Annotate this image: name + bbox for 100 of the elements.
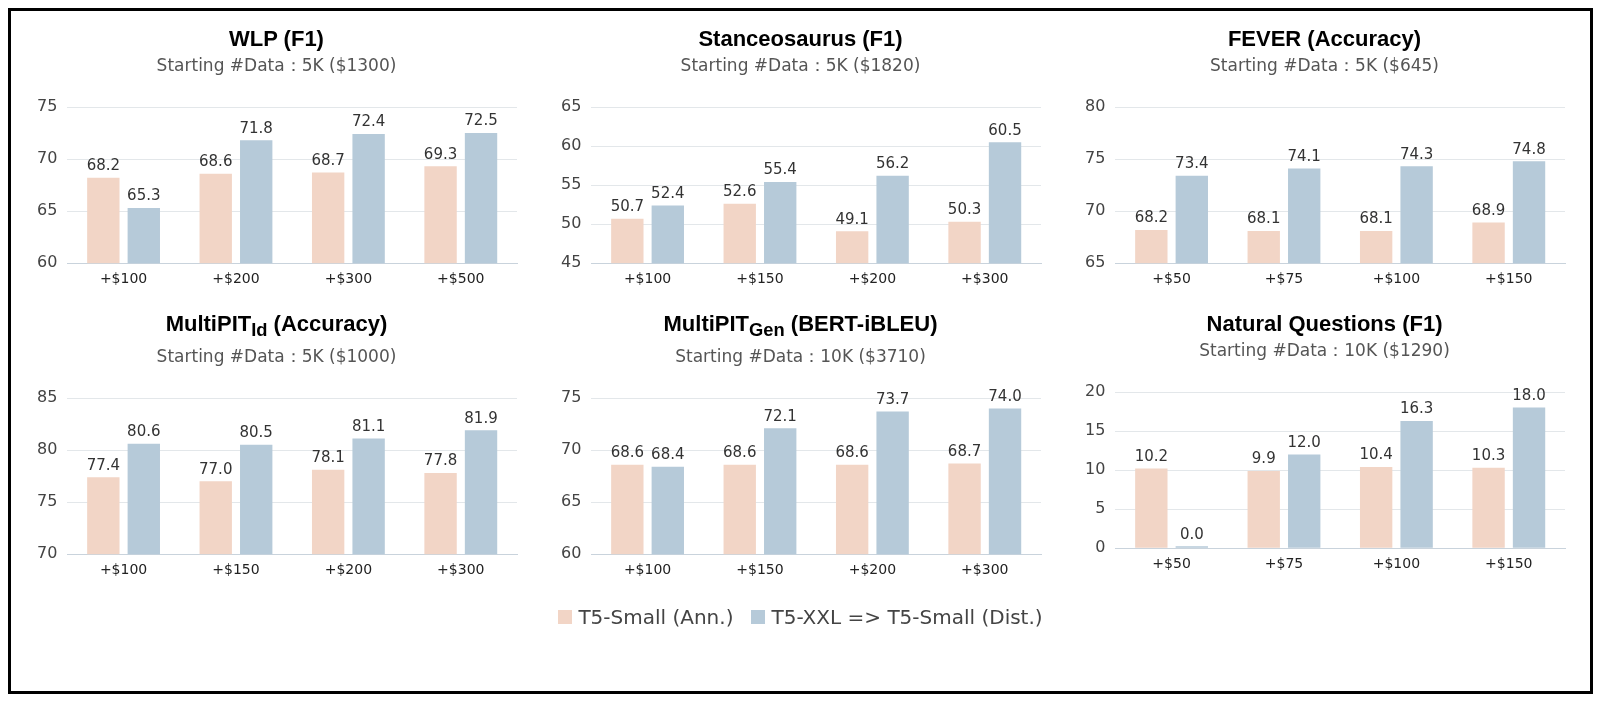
x-tick-label: +$100	[99, 561, 147, 578]
y-tick-label: 70	[36, 148, 57, 168]
data-label: 81.9	[463, 409, 498, 428]
chart-title: MultiPIT$_{Id}$ (Accuracy)	[164, 310, 389, 343]
data-label: 72.1	[763, 406, 797, 425]
data-label: 56.2	[875, 154, 909, 173]
data-label: 72.5	[463, 111, 498, 130]
chart-title: WLP (F1)	[228, 25, 325, 53]
x-tick-label: +$75	[1264, 270, 1303, 287]
y-tick-label: 45	[560, 252, 581, 272]
bar	[1287, 454, 1320, 548]
legend-label: T5-Small (Ann.)	[577, 605, 734, 630]
x-tick-label: +$300	[436, 561, 484, 578]
chart-subtitle: Starting #Data：5K ($1300)	[155, 54, 398, 77]
data-label: 68.1	[1358, 209, 1393, 228]
x-tick-label: +$200	[211, 270, 260, 287]
y-tick-label: 75	[560, 387, 581, 407]
y-tick-label: 70	[560, 439, 581, 459]
data-label: 68.6	[834, 443, 869, 462]
y-tick-label: 60	[36, 252, 57, 272]
data-label: 0.0	[1179, 524, 1204, 543]
data-label: 74.1	[1287, 146, 1321, 165]
data-label: 60.5	[987, 120, 1022, 139]
data-label: 65.3	[126, 186, 160, 205]
data-label: 77.8	[423, 451, 457, 470]
chart-subtitle: Starting #Data：5K ($645)	[1209, 54, 1440, 77]
y-tick-label: 75	[1084, 148, 1105, 168]
y-tick-label: 80	[36, 439, 57, 459]
data-label: 9.9	[1251, 449, 1276, 468]
y-tick-label: 65	[560, 96, 581, 116]
data-label: 80.6	[126, 422, 160, 441]
x-tick-label: +$200	[324, 561, 372, 578]
y-tick-label: 60	[560, 135, 581, 155]
bar	[1134, 468, 1168, 548]
y-tick-label: 70	[1084, 200, 1105, 220]
y-tick-label: 65	[1084, 252, 1105, 272]
y-tick-label: 65	[560, 491, 581, 511]
x-tick-label: +$100	[1372, 270, 1420, 287]
data-label: 10.2	[1134, 446, 1168, 465]
bar	[1471, 467, 1505, 548]
data-label: 18.0	[1511, 386, 1546, 405]
data-label: 68.6	[198, 152, 232, 171]
y-tick-label: 85	[36, 387, 57, 407]
x-tick-label: +$150	[211, 561, 260, 578]
y-tick-label: 0	[1094, 537, 1105, 557]
x-tick-label: +$300	[960, 270, 1008, 287]
data-label: 72.4	[351, 112, 385, 131]
chart-subtitle: Starting #Data：5K ($1820)	[679, 54, 922, 77]
data-label: 68.2	[86, 156, 120, 175]
bar	[1399, 420, 1433, 548]
x-tick-label: +$100	[99, 270, 147, 287]
data-label: 69.3	[423, 144, 457, 163]
y-tick-label: 70	[36, 543, 57, 563]
chart-subtitle: Starting #Data：5K ($1000)	[155, 345, 398, 369]
data-label: 68.6	[722, 443, 756, 462]
y-tick-label: 75	[36, 96, 57, 116]
x-tick-label: +$150	[1484, 270, 1532, 287]
x-tick-label: +$150	[735, 561, 784, 578]
x-tick-label: +$500	[436, 270, 484, 287]
y-tick-label: 10	[1084, 459, 1105, 479]
bar	[1512, 407, 1545, 548]
y-tick-label: 75	[36, 491, 57, 511]
data-label: 68.7	[947, 442, 981, 461]
legend-label: T5-XXL => T5-Small (Dist.)	[770, 605, 1043, 630]
data-label: 74.3	[1399, 144, 1433, 163]
data-label: 68.9	[1471, 200, 1505, 219]
data-label: 12.0	[1287, 432, 1321, 451]
chart-title: Stanceosaurus (F1)	[697, 25, 904, 53]
x-tick-label: +$50	[1151, 555, 1191, 572]
data-label: 49.1	[834, 209, 869, 228]
data-label: 68.6	[610, 443, 644, 462]
data-label: 55.4	[763, 160, 797, 179]
y-tick-label: 80	[1084, 96, 1105, 116]
data-label: 52.6	[722, 182, 756, 201]
data-label: 77.0	[198, 460, 232, 479]
chart-title: Natural Questions (F1)	[1205, 310, 1444, 338]
data-label: 78.1	[310, 448, 345, 467]
data-label: 52.4	[650, 183, 684, 202]
x-tick-label: +$150	[735, 270, 784, 287]
data-label: 16.3	[1399, 399, 1433, 418]
data-label: 74.0	[987, 387, 1022, 406]
x-tick-label: +$300	[960, 561, 1008, 578]
chart-title: MultiPIT$_{Gen}$ (BERT-iBLEU)	[662, 310, 939, 343]
x-tick-label: +$200	[848, 561, 896, 578]
data-label: 73.4	[1174, 154, 1208, 173]
data-label: 81.1	[351, 417, 385, 436]
data-label: 80.5	[239, 423, 273, 442]
data-label: 73.7	[875, 390, 909, 409]
x-tick-label: +$100	[623, 561, 671, 578]
x-tick-label: +$50	[1151, 270, 1191, 287]
x-tick-label: +$75	[1264, 555, 1303, 572]
bar	[1247, 470, 1280, 548]
data-label: 77.4	[86, 455, 120, 474]
y-tick-label: 55	[560, 174, 581, 194]
chart-subtitle: Starting #Data：10K ($1290)	[1198, 339, 1451, 362]
data-label: 68.4	[650, 445, 684, 464]
data-label: 10.3	[1471, 446, 1505, 465]
y-tick-label: 15	[1084, 420, 1105, 440]
y-tick-label: 5	[1094, 498, 1105, 518]
data-label: 68.7	[310, 150, 345, 169]
